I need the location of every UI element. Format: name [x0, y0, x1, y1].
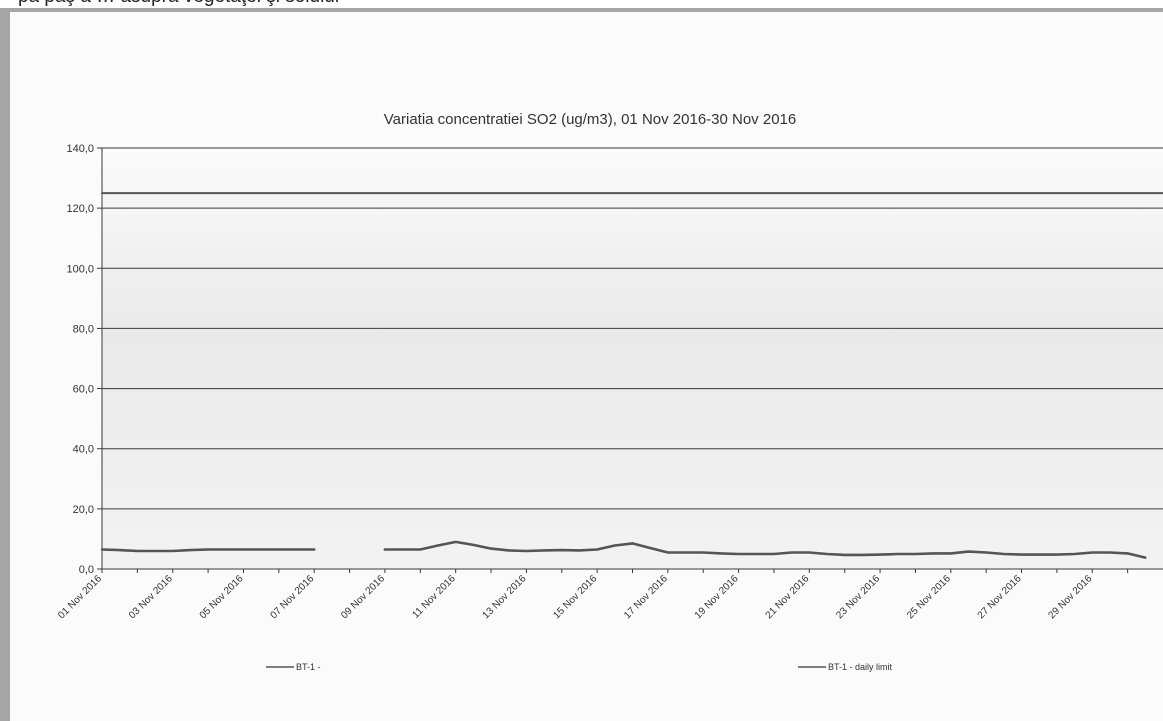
x-tick-label: 29 Nov 2016	[1047, 573, 1095, 621]
chart-title: Variatia concentratiei SO2 (ug/m3), 01 N…	[384, 111, 796, 128]
report-caption-fragment: pâ pâş â … asupra vegetaţei şi solului	[0, 0, 1163, 8]
legend-label: BT-1 -	[296, 662, 321, 672]
y-tick-label: 20,0	[73, 504, 94, 516]
x-tick-label: 13 Nov 2016	[481, 573, 529, 621]
y-axis-ticks: 0,0 20,0 40,0 60,0 80,0 100,0 120,0 140,0	[66, 143, 102, 576]
so2-line-chart: 0,0 20,0 40,0 60,0 80,0 100,0 120,0 140,0 01 No…	[56, 111, 1163, 672]
x-tick-label: 23 Nov 2016	[834, 573, 882, 621]
grid-lines	[101, 147, 1163, 570]
y-tick-label: 60,0	[73, 384, 94, 396]
x-tick-label: 11 Nov 2016	[410, 573, 458, 621]
y-tick-label: 0,0	[79, 564, 94, 576]
x-tick-label: 21 Nov 2016	[764, 573, 812, 621]
x-tick-label: 27 Nov 2016	[976, 573, 1024, 621]
y-tick-label: 120,0	[66, 203, 94, 215]
x-tick-label: 17 Nov 2016	[622, 573, 670, 621]
x-tick-label: 03 Nov 2016	[127, 573, 175, 621]
y-tick-label: 40,0	[73, 444, 94, 456]
legend: BT-1 - BT-1 - daily limit	[266, 662, 893, 672]
series-lines	[100, 192, 1163, 559]
x-tick-label: 01 Nov 2016	[56, 573, 104, 621]
x-tick-label: 19 Nov 2016	[693, 573, 741, 621]
legend-label: BT-1 - daily limit	[828, 662, 893, 672]
plot-area	[102, 148, 1163, 569]
series-line-segment	[100, 548, 316, 553]
series-line-segment	[383, 540, 1147, 559]
x-axis-ticks: 01 Nov 2016 03 Nov 2016 05 Nov 2016 07 Nov …	[56, 569, 1129, 621]
x-tick-label: 07 Nov 2016	[268, 573, 316, 621]
y-tick-label: 80,0	[73, 323, 94, 335]
x-tick-label: 05 Nov 2016	[198, 573, 246, 621]
x-tick-label: 15 Nov 2016	[551, 573, 599, 621]
x-tick-label: 25 Nov 2016	[905, 573, 953, 621]
series-bt-1	[100, 540, 1147, 559]
x-tick-label: 09 Nov 2016	[339, 573, 387, 621]
y-tick-label: 140,0	[66, 143, 94, 155]
y-tick-label: 100,0	[66, 263, 94, 275]
chart-frame: 0,0 20,0 40,0 60,0 80,0 100,0 120,0 140,0 01 No…	[0, 8, 1163, 721]
report-caption-text: pâ pâş â … asupra vegetaţei şi solului	[18, 0, 339, 8]
